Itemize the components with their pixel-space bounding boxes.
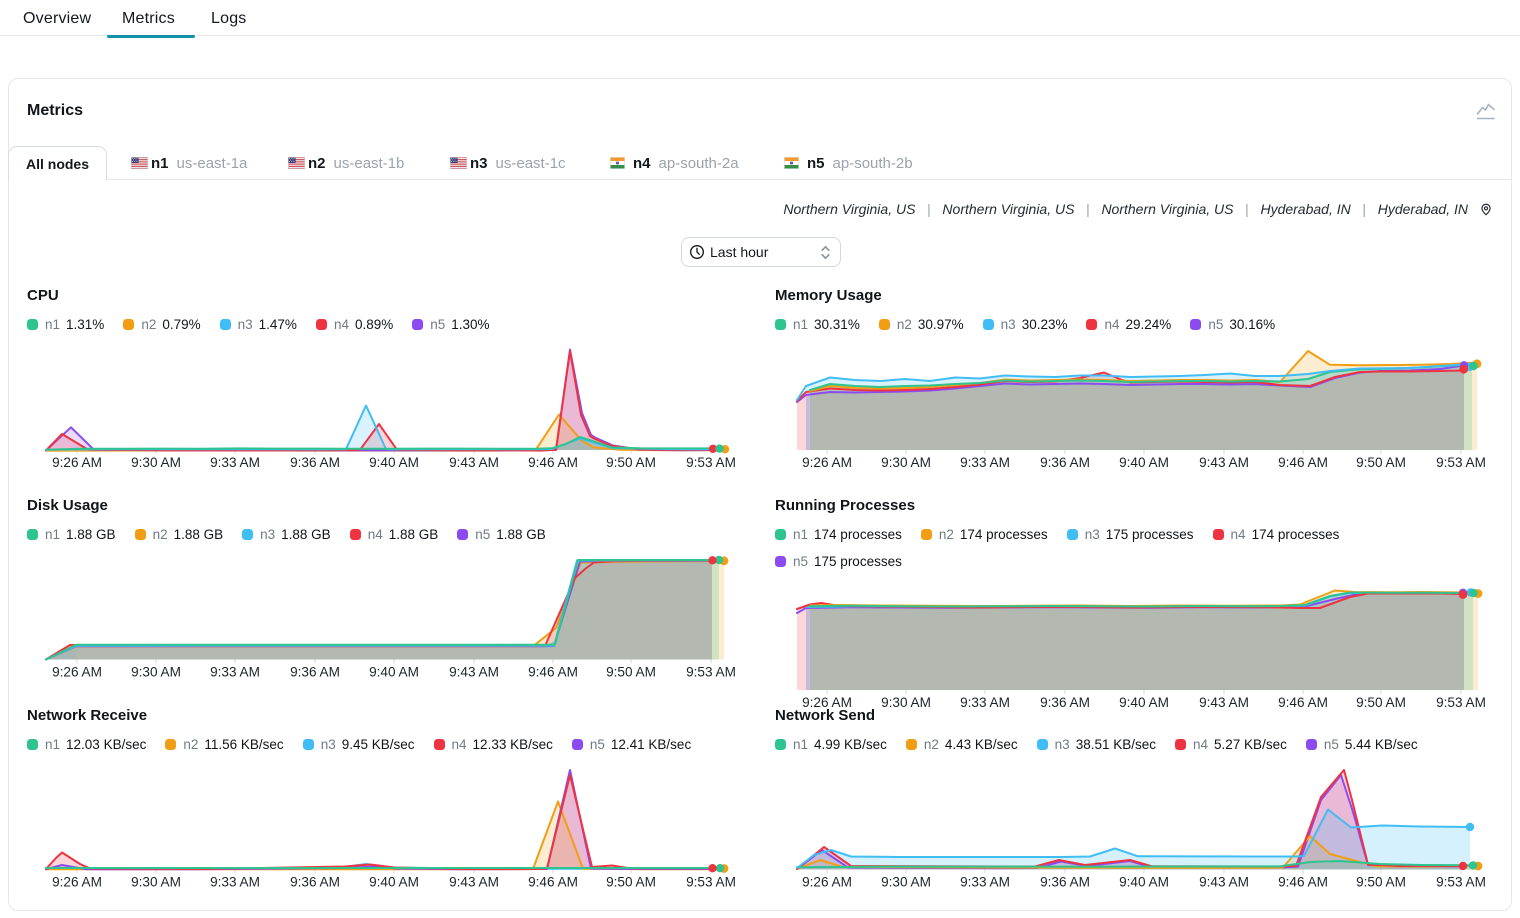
svg-text:9:40 AM: 9:40 AM — [369, 875, 419, 890]
svg-text:9:53 AM: 9:53 AM — [1436, 695, 1486, 710]
svg-text:9:53 AM: 9:53 AM — [686, 455, 736, 470]
svg-text:9:36 AM: 9:36 AM — [290, 455, 340, 470]
svg-text:9:43 AM: 9:43 AM — [1199, 455, 1249, 470]
svg-text:9:36 AM: 9:36 AM — [1040, 695, 1090, 710]
svg-text:9:26 AM: 9:26 AM — [52, 455, 102, 470]
svg-text:9:46 AM: 9:46 AM — [528, 455, 578, 470]
svg-text:9:50 AM: 9:50 AM — [1356, 695, 1406, 710]
svg-text:9:46 AM: 9:46 AM — [528, 665, 578, 680]
svg-text:9:40 AM: 9:40 AM — [1119, 695, 1169, 710]
svg-text:9:50 AM: 9:50 AM — [606, 455, 656, 470]
svg-text:9:36 AM: 9:36 AM — [290, 875, 340, 890]
svg-text:9:43 AM: 9:43 AM — [449, 455, 499, 470]
svg-text:9:46 AM: 9:46 AM — [1278, 875, 1328, 890]
svg-text:9:43 AM: 9:43 AM — [449, 665, 499, 680]
svg-text:9:50 AM: 9:50 AM — [1356, 875, 1406, 890]
svg-text:9:30 AM: 9:30 AM — [131, 875, 181, 890]
svg-text:9:30 AM: 9:30 AM — [881, 875, 931, 890]
svg-text:9:53 AM: 9:53 AM — [1436, 875, 1486, 890]
svg-text:9:26 AM: 9:26 AM — [52, 665, 102, 680]
svg-text:9:53 AM: 9:53 AM — [686, 875, 736, 890]
svg-text:9:36 AM: 9:36 AM — [1040, 455, 1090, 470]
svg-text:9:46 AM: 9:46 AM — [1278, 455, 1328, 470]
svg-text:9:46 AM: 9:46 AM — [528, 875, 578, 890]
svg-text:9:43 AM: 9:43 AM — [449, 875, 499, 890]
svg-text:9:46 AM: 9:46 AM — [1278, 695, 1328, 710]
svg-text:9:40 AM: 9:40 AM — [369, 665, 419, 680]
svg-text:9:53 AM: 9:53 AM — [686, 665, 736, 680]
svg-text:9:33 AM: 9:33 AM — [210, 665, 260, 680]
svg-text:9:33 AM: 9:33 AM — [960, 875, 1010, 890]
svg-text:9:50 AM: 9:50 AM — [606, 665, 656, 680]
svg-text:9:50 AM: 9:50 AM — [606, 875, 656, 890]
svg-text:9:33 AM: 9:33 AM — [960, 695, 1010, 710]
svg-text:9:33 AM: 9:33 AM — [210, 875, 260, 890]
svg-text:9:43 AM: 9:43 AM — [1199, 875, 1249, 890]
svg-text:9:40 AM: 9:40 AM — [1119, 875, 1169, 890]
svg-text:9:26 AM: 9:26 AM — [802, 695, 852, 710]
svg-text:9:43 AM: 9:43 AM — [1199, 695, 1249, 710]
svg-text:9:36 AM: 9:36 AM — [290, 665, 340, 680]
svg-text:9:40 AM: 9:40 AM — [1119, 455, 1169, 470]
svg-text:9:30 AM: 9:30 AM — [131, 455, 181, 470]
svg-text:9:26 AM: 9:26 AM — [802, 875, 852, 890]
svg-text:9:26 AM: 9:26 AM — [52, 875, 102, 890]
svg-text:9:33 AM: 9:33 AM — [960, 455, 1010, 470]
svg-text:9:30 AM: 9:30 AM — [131, 665, 181, 680]
svg-text:9:26 AM: 9:26 AM — [802, 455, 852, 470]
svg-text:9:53 AM: 9:53 AM — [1436, 455, 1486, 470]
svg-text:9:30 AM: 9:30 AM — [881, 455, 931, 470]
svg-text:9:36 AM: 9:36 AM — [1040, 875, 1090, 890]
svg-text:9:40 AM: 9:40 AM — [369, 455, 419, 470]
svg-text:9:50 AM: 9:50 AM — [1356, 455, 1406, 470]
svg-text:9:33 AM: 9:33 AM — [210, 455, 260, 470]
svg-text:9:30 AM: 9:30 AM — [881, 695, 931, 710]
